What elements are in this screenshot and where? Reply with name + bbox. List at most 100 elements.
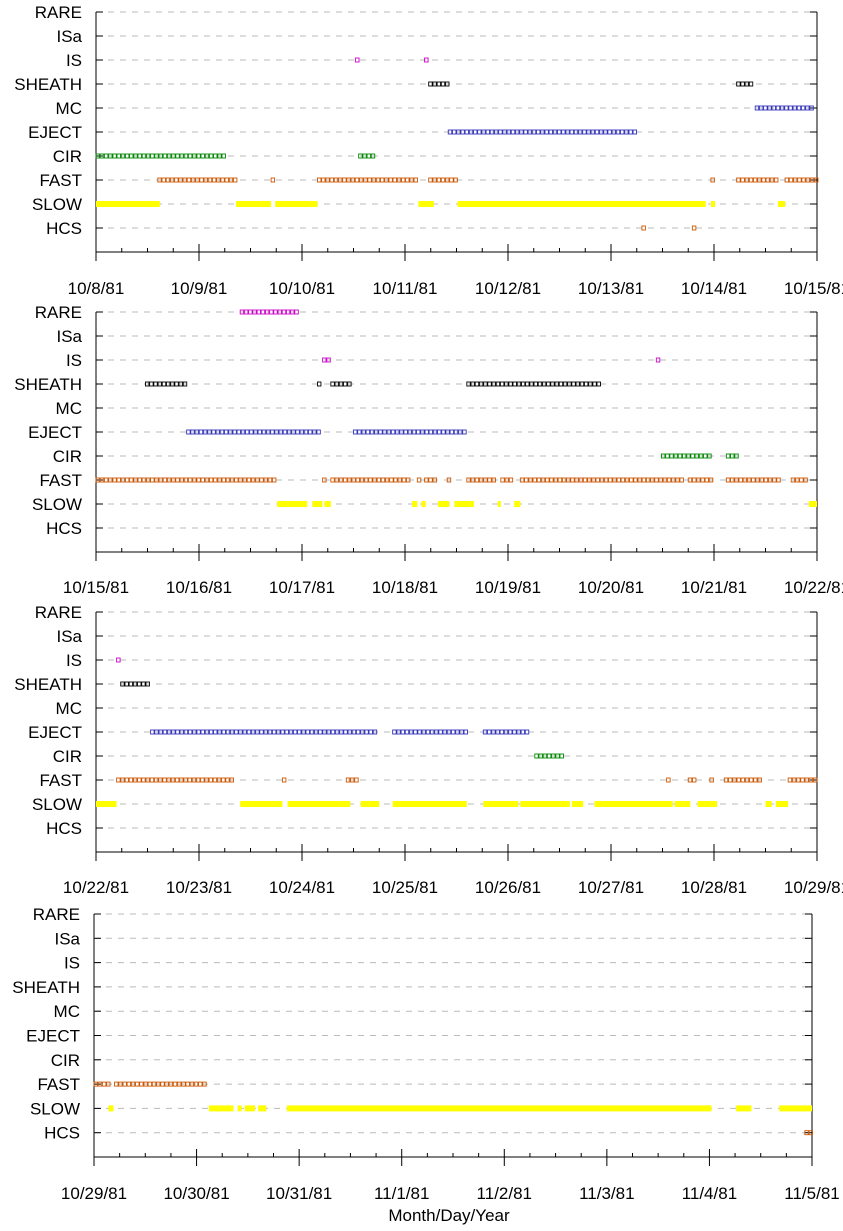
event-marker-fast [250,477,256,483]
event-marker-sheath [537,381,543,387]
event-marker-sheath [491,381,496,387]
event-marker-eject [253,429,258,435]
event-marker-fast [150,477,155,483]
slow-bar-slow [96,201,160,207]
event-marker-fast [162,477,168,483]
event-marker-fast [354,777,359,783]
event-marker-eject [244,429,250,435]
event-marker-fast [204,477,210,483]
event-marker-fast [413,177,418,183]
slow-bar-slow [808,501,817,507]
event-marker-eject [202,429,208,435]
event-marker-eject [462,429,467,435]
event-marker-sheath [541,381,547,387]
event-marker-fast [175,477,180,483]
event-marker-fast [216,177,221,183]
slow-bar-slow [777,201,786,207]
event-marker-fast [692,777,697,783]
event-marker-eject [536,129,541,135]
event-marker-eject [599,129,604,135]
event-marker-cir [669,453,674,459]
event-marker-sheath [153,381,158,387]
slow-bar-slow [457,201,706,207]
event-marker-eject [565,129,570,135]
event-marker-eject [240,429,246,435]
event-marker-fast [225,777,230,783]
event-marker-fast [200,777,205,783]
event-marker-eject [424,429,429,435]
event-marker-eject [452,129,457,135]
event-marker-sheath [748,81,754,87]
event-marker-cir [103,153,109,159]
slow-bar-slow [412,501,418,507]
slow-bar-slow [275,201,318,207]
category-label: SLOW [32,195,82,214]
event-marker-fast [170,777,176,783]
event-marker-cir [694,453,700,459]
event-marker-fast [453,177,458,183]
event-marker-eject [499,729,505,735]
event-marker-eject [234,729,239,735]
event-marker-fast [354,177,360,183]
event-marker-fast [199,177,204,183]
event-marker-eject [292,729,298,735]
event-marker-eject [450,729,456,735]
event-marker-fast [202,1081,207,1087]
event-marker-fast [620,477,626,483]
event-marker-eject [632,129,638,135]
date-tick-label: 10/15/81 [784,279,843,298]
event-marker-eject [407,429,413,435]
event-marker-cir [166,153,172,159]
event-marker-fast [355,477,360,483]
event-marker-fast [179,477,184,483]
event-marker-cir [677,453,683,459]
event-marker-fast [732,777,737,783]
event-marker-fast [103,477,109,483]
event-marker-eject [347,729,352,735]
event-marker-eject [441,429,446,435]
slow-bar-slow [277,501,308,507]
event-marker-fast [578,477,584,483]
event-marker-is [424,57,429,63]
slow-bar-slow [324,501,331,507]
event-marker-mc [805,105,810,111]
event-marker-fast [255,477,260,483]
event-marker-fast [126,1081,132,1087]
event-marker-fast [181,1081,186,1087]
category-label: EJECT [28,123,82,142]
date-tick-label: 10/22/81 [63,878,129,897]
event-marker-fast [193,1081,199,1087]
event-marker-fast [338,177,343,183]
event-marker-fast [637,477,642,483]
event-marker-fast [172,1081,178,1087]
slow-bar-slow [312,501,323,507]
event-marker-fast [157,177,162,183]
event-marker-eject [611,129,617,135]
event-marker-fast [208,777,213,783]
event-marker-fast [232,177,238,183]
event-marker-fast [108,477,113,483]
event-marker-eject [425,729,431,735]
event-marker-fast [345,777,351,783]
event-marker-eject [322,729,327,735]
event-marker-fast [160,1081,165,1087]
event-marker-fast [504,477,509,483]
category-label: FAST [37,1075,80,1094]
event-marker-fast [363,477,369,483]
event-marker-cir [546,753,552,759]
event-marker-eject [420,429,425,435]
event-marker-fast [186,177,192,183]
slow-bar-slow [236,201,272,207]
event-marker-eject [217,729,222,735]
event-marker-fast [582,477,588,483]
event-marker-fast [784,177,790,183]
date-tick-label: 11/5/81 [784,1184,839,1203]
event-marker-fast [624,477,630,483]
event-marker-cir [154,153,159,159]
event-marker-eject [582,129,587,135]
event-marker-fast [759,477,764,483]
event-marker-fast [183,777,188,783]
event-marker-eject [249,429,254,435]
event-marker-fast [803,477,808,483]
event-marker-fast [161,177,166,183]
